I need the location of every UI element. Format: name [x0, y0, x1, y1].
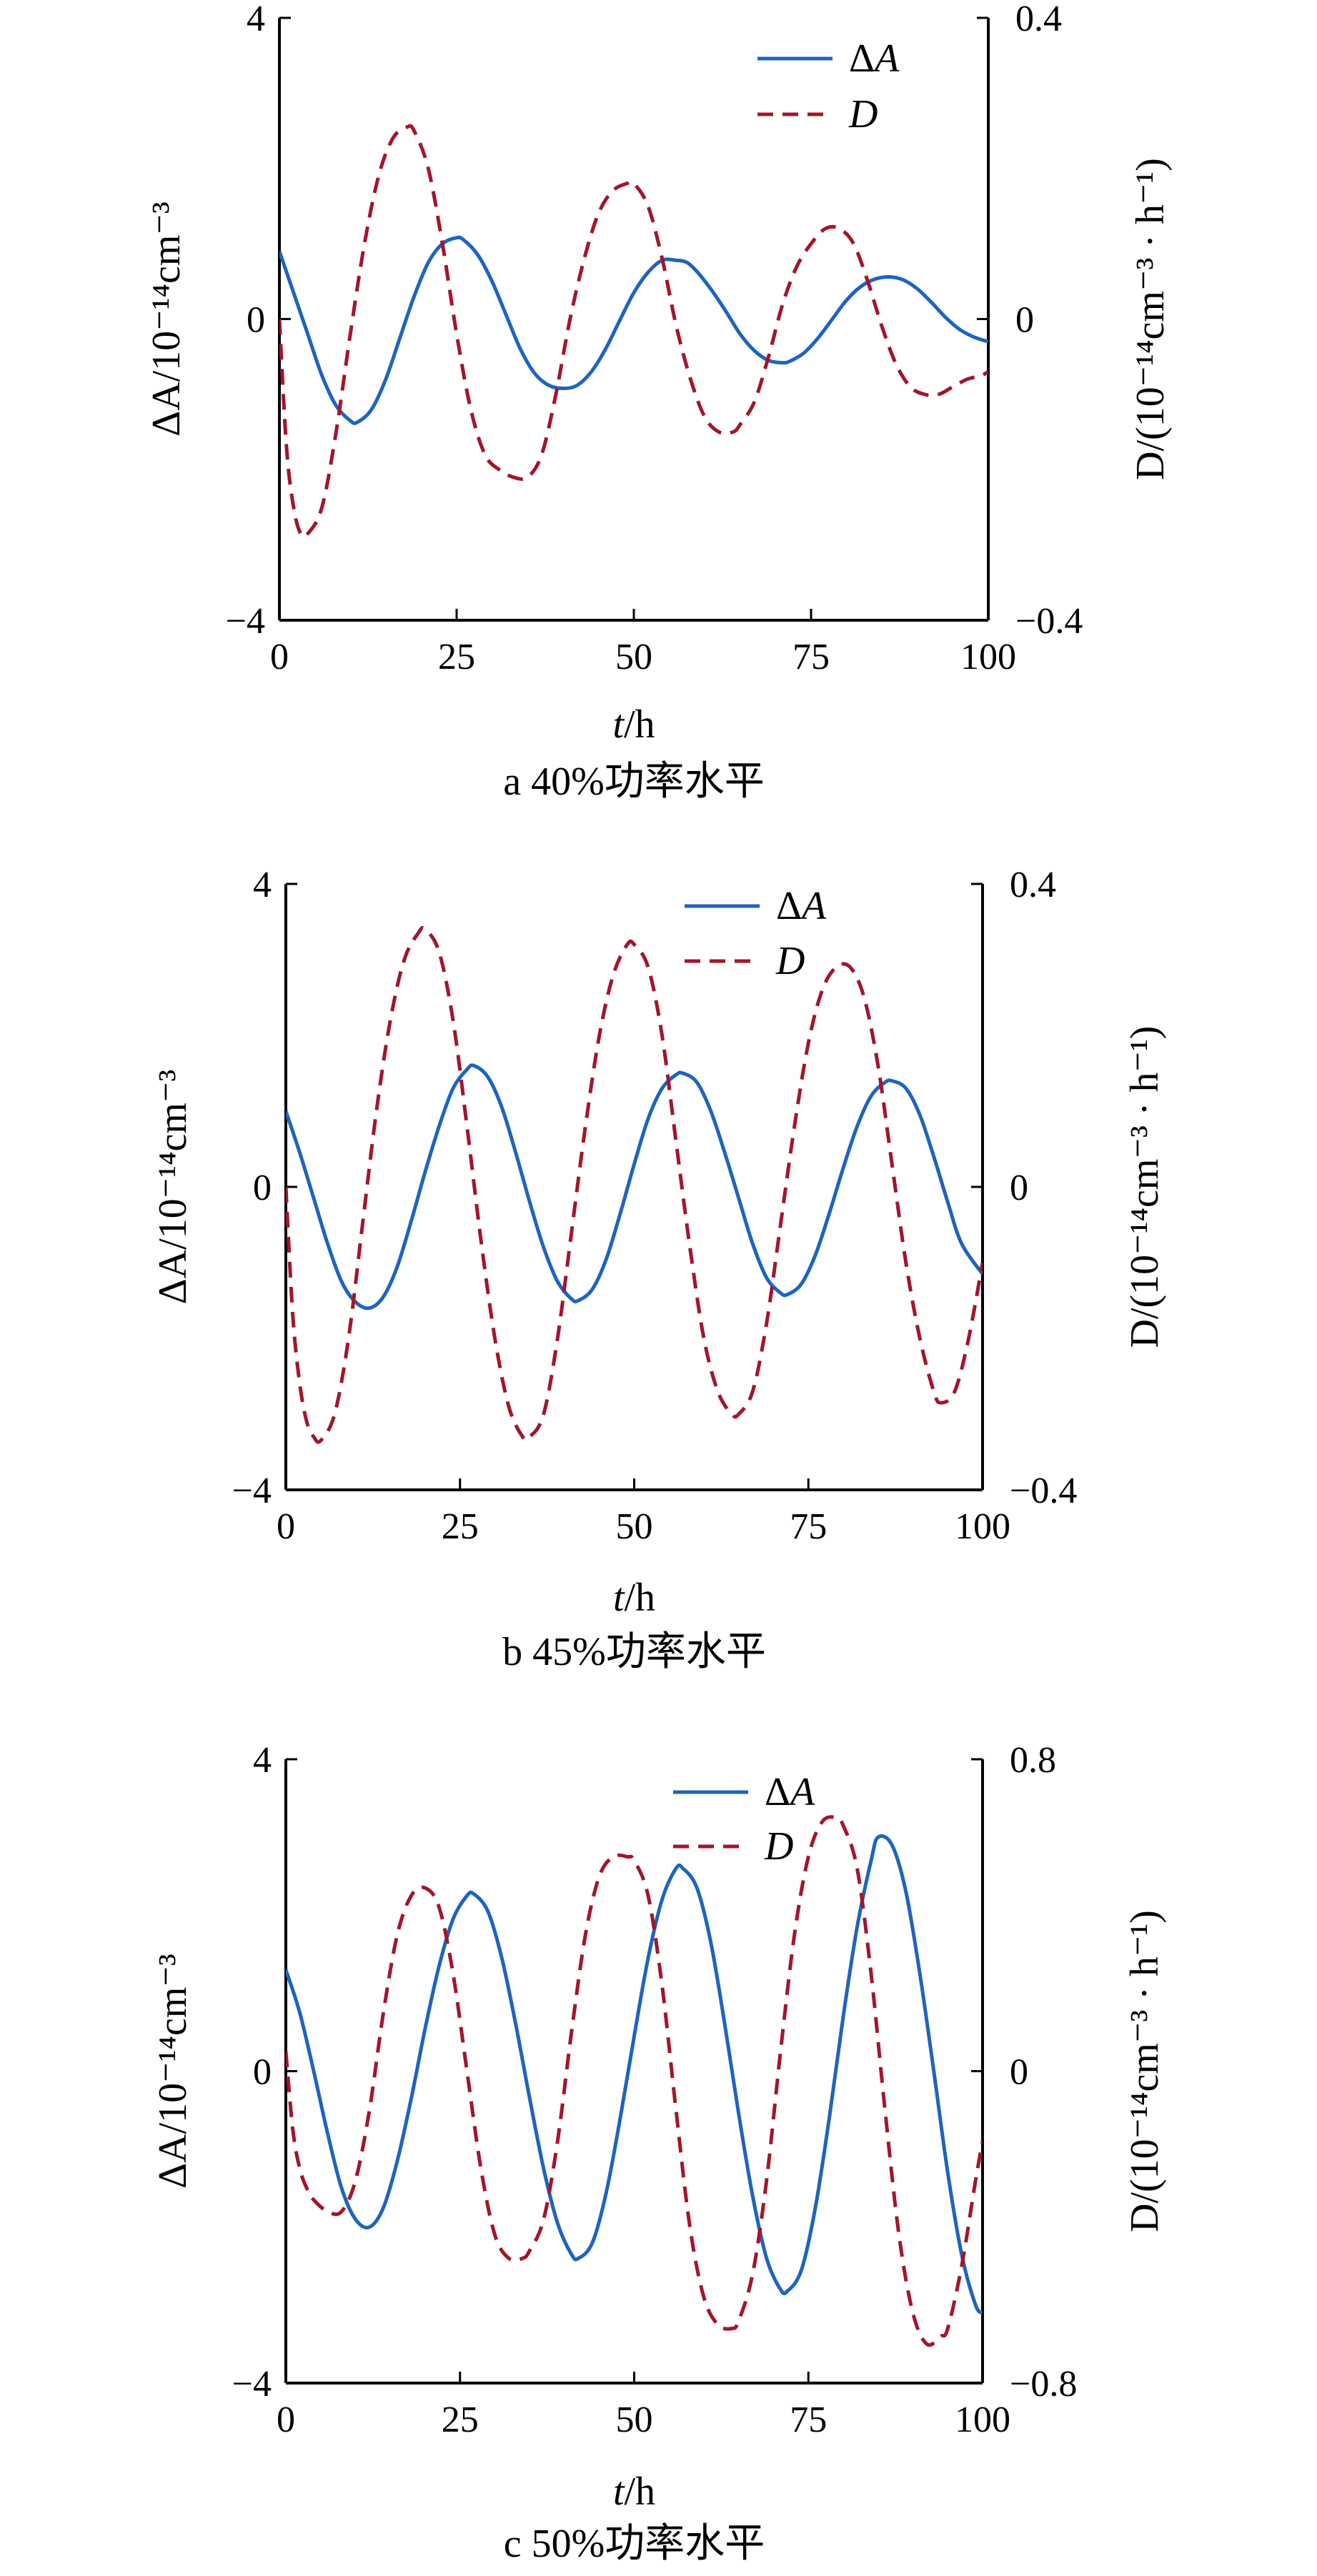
- y-left-tick-label: −4: [226, 601, 265, 642]
- x-tick-label: 0: [270, 637, 289, 677]
- series-d-line: [286, 1815, 983, 2347]
- panel-caption: c 50%功率水平: [504, 2522, 765, 2566]
- y-right-tick-label: −0.8: [1010, 2364, 1077, 2405]
- legend-delta-a-label: ΔA: [765, 1770, 815, 1814]
- legend: ΔA D: [685, 884, 827, 983]
- x-tick-label: 100: [955, 2400, 1010, 2440]
- x-axis-label-var: t: [612, 702, 625, 747]
- y-left-tick-label: −4: [232, 1471, 272, 1511]
- x-tick-label: 50: [615, 637, 652, 677]
- y-right-tick-label: 0: [1010, 2052, 1028, 2093]
- x-tick-label: 0: [277, 2400, 295, 2440]
- panel-caption: a 40%功率水平: [503, 760, 765, 804]
- x-axis-label: t/h: [613, 2470, 655, 2514]
- x-tick-label: 100: [960, 637, 1016, 677]
- series-delta-a-line: [286, 1063, 983, 1311]
- x-tick-label: 75: [790, 1506, 827, 1547]
- y-left-tick-label: −4: [232, 2364, 272, 2405]
- legend-delta-a-label: ΔA: [776, 884, 827, 928]
- y-left-axis-label: ΔA/10⁻¹⁴cm⁻³: [151, 1070, 195, 1305]
- y-right-tick-label: 0: [1015, 300, 1034, 341]
- chart-panel-c: 0 25 50 75 100−404−0.800.8t/hΔA/10⁻¹⁴cm⁻³ D/(…: [151, 1740, 1167, 2566]
- x-tick-label: 50: [616, 2400, 653, 2440]
- x-axis-label-unit: /h: [625, 1576, 656, 1620]
- y-right-axis-label: D/(10⁻¹⁴cm⁻³ · h⁻¹): [1128, 158, 1173, 480]
- y-right-axis-label: D/(10⁻¹⁴cm⁻³ · h⁻¹): [1123, 1910, 1167, 2232]
- x-tick-label: 0: [277, 1506, 295, 1547]
- x-tick-label: 25: [438, 637, 475, 677]
- x-tick-label: 25: [442, 2400, 479, 2440]
- y-left-tick-label: 4: [253, 865, 272, 905]
- legend-delta-a-label: ΔA: [849, 36, 900, 81]
- y-left-tick-label: 0: [253, 1168, 272, 1208]
- legend: ΔA D: [757, 36, 900, 136]
- y-right-tick-label: −0.4: [1015, 601, 1083, 642]
- x-axis-label: t/h: [613, 1576, 655, 1620]
- x-axis-label-var: t: [613, 1576, 625, 1620]
- y-right-tick-label: 0: [1010, 1168, 1028, 1208]
- y-left-tick-label: 0: [253, 2052, 272, 2093]
- x-tick-label: 25: [442, 1506, 479, 1547]
- x-axis-label-unit: /h: [625, 2470, 656, 2514]
- series-d-line: [279, 124, 988, 539]
- y-right-tick-label: 0.4: [1015, 0, 1062, 39]
- y-right-axis-label: D/(10⁻¹⁴cm⁻³ · h⁻¹): [1123, 1026, 1167, 1348]
- x-tick-label: 100: [955, 1506, 1010, 1547]
- chart-panel-a: 0 25 50 75 100−404−0.400.4t/hΔA/10⁻¹⁴cm⁻³ D/(…: [144, 0, 1173, 804]
- y-left-tick-label: 4: [253, 1740, 272, 1781]
- x-tick-label: 75: [790, 2400, 827, 2440]
- legend-d-label: D: [848, 92, 878, 136]
- y-left-axis-label: ΔA/10⁻¹⁴cm⁻³: [144, 202, 189, 437]
- series-d-line: [286, 925, 983, 1444]
- x-tick-label: 50: [616, 1506, 653, 1547]
- panel-caption: b 45%功率水平: [502, 1630, 766, 1674]
- x-axis-label-var: t: [613, 2470, 625, 2514]
- y-left-tick-label: 4: [247, 0, 265, 39]
- x-tick-label: 75: [792, 637, 830, 677]
- series-delta-a-line: [279, 235, 988, 425]
- x-axis-label: t/h: [612, 702, 655, 747]
- series-delta-a-line: [286, 1834, 983, 2314]
- legend-d-label: D: [775, 939, 805, 983]
- chart-panel-b: 0 25 50 75 100−404−0.400.4t/hΔA/10⁻¹⁴cm⁻³ D/(…: [151, 865, 1167, 1674]
- y-left-axis-label: ΔA/10⁻¹⁴cm⁻³: [151, 1954, 195, 2189]
- legend: ΔA D: [673, 1770, 815, 1869]
- legend-d-label: D: [764, 1824, 793, 1869]
- y-left-tick-label: 0: [247, 300, 265, 341]
- y-right-tick-label: 0.4: [1010, 865, 1056, 905]
- y-right-tick-label: −0.4: [1010, 1471, 1077, 1511]
- y-right-tick-label: 0.8: [1010, 1740, 1056, 1781]
- x-axis-label-unit: /h: [624, 702, 655, 747]
